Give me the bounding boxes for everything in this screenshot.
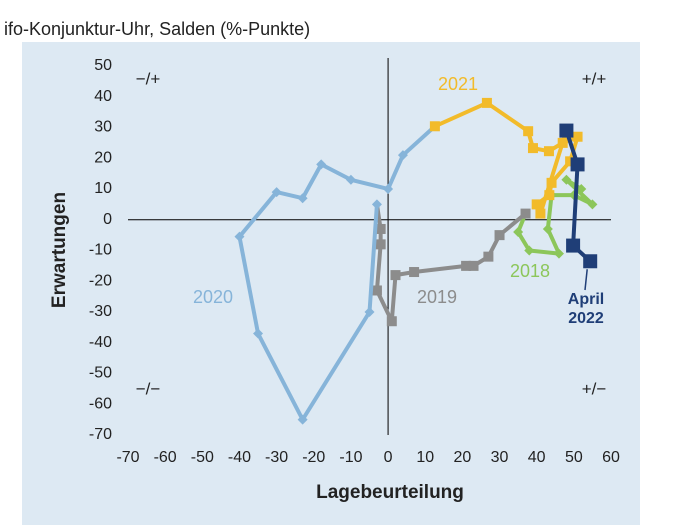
- y-tick-label: 10: [94, 180, 112, 197]
- quadrant-label: +/+: [582, 69, 607, 88]
- y-tick-label: -50: [89, 365, 112, 382]
- series-label: 2021: [437, 74, 479, 94]
- quadrant-label: −/+: [136, 69, 161, 88]
- x-tick-label: 0: [384, 449, 393, 466]
- point: [316, 159, 327, 170]
- point: [297, 414, 308, 425]
- point: [544, 190, 555, 201]
- point: [559, 123, 574, 138]
- point: [524, 245, 535, 256]
- series-line: [564, 129, 592, 263]
- series-label: 2020: [192, 287, 234, 307]
- point: [253, 328, 264, 339]
- quadrant-label: −/−: [136, 379, 161, 398]
- series-label: 2018: [509, 261, 551, 281]
- connector: [401, 124, 437, 157]
- y-tick-label: -30: [89, 303, 112, 320]
- series-label: 2019: [416, 287, 458, 307]
- x-tick-label: 20: [453, 449, 471, 466]
- point: [383, 184, 394, 194]
- point: [390, 270, 401, 281]
- connector: [538, 129, 569, 215]
- x-tick-label: -60: [154, 449, 177, 466]
- point: [576, 184, 587, 194]
- x-tick-label: 40: [528, 449, 546, 466]
- point: [371, 199, 382, 210]
- arrow: [584, 269, 588, 291]
- point: [234, 231, 245, 242]
- point: [461, 260, 472, 271]
- point: [553, 248, 564, 259]
- point: [570, 157, 585, 172]
- point: [583, 254, 598, 269]
- point: [386, 316, 397, 327]
- x-tick-label: 50: [565, 449, 583, 466]
- point: [523, 126, 534, 137]
- point: [543, 146, 554, 157]
- y-tick-label: 0: [103, 211, 112, 228]
- point: [297, 193, 308, 204]
- y-tick-label: -40: [89, 334, 112, 351]
- point: [371, 285, 382, 296]
- x-tick-label: 30: [491, 449, 509, 466]
- x-tick-label: -10: [339, 449, 362, 466]
- point: [531, 199, 542, 210]
- point: [587, 199, 598, 210]
- series-label: April 2022: [567, 291, 605, 327]
- point: [520, 208, 531, 219]
- y-tick-label: -60: [89, 395, 112, 412]
- x-tick-label: -40: [228, 449, 251, 466]
- point: [409, 267, 420, 278]
- quadrant-label: +/−: [582, 379, 607, 398]
- y-tick-label: -70: [89, 426, 112, 443]
- point: [364, 307, 375, 317]
- x-tick-label: -70: [116, 449, 139, 466]
- y-tick-label: 40: [94, 88, 112, 105]
- point: [527, 143, 538, 154]
- point: [494, 230, 505, 241]
- point: [542, 223, 553, 234]
- x-tick-label: 60: [602, 449, 620, 466]
- y-tick-label: 20: [94, 149, 112, 166]
- point: [561, 174, 572, 185]
- point: [565, 156, 576, 167]
- x-tick-label: -30: [265, 449, 288, 466]
- chart-title: ifo-Konjunktur-Uhr, Salden (%-Punkte): [4, 19, 310, 39]
- point: [481, 97, 492, 108]
- point: [429, 121, 440, 132]
- x-tick-label: -50: [191, 449, 214, 466]
- point: [566, 238, 581, 253]
- point: [375, 239, 386, 250]
- y-tick-label: 30: [94, 119, 112, 136]
- point: [572, 131, 583, 142]
- y-tick-label: -20: [89, 272, 112, 289]
- point: [468, 260, 479, 271]
- point: [483, 251, 494, 262]
- point: [345, 174, 356, 185]
- x-axis-label: Lagebeurteilung: [316, 482, 464, 503]
- x-tick-label: -20: [302, 449, 325, 466]
- point: [271, 187, 282, 198]
- panel: [22, 42, 640, 525]
- y-tick-label: 50: [94, 57, 112, 74]
- y-axis-label: Erwartungen: [49, 192, 70, 308]
- x-tick-label: 10: [416, 449, 434, 466]
- y-tick-label: -10: [89, 242, 112, 259]
